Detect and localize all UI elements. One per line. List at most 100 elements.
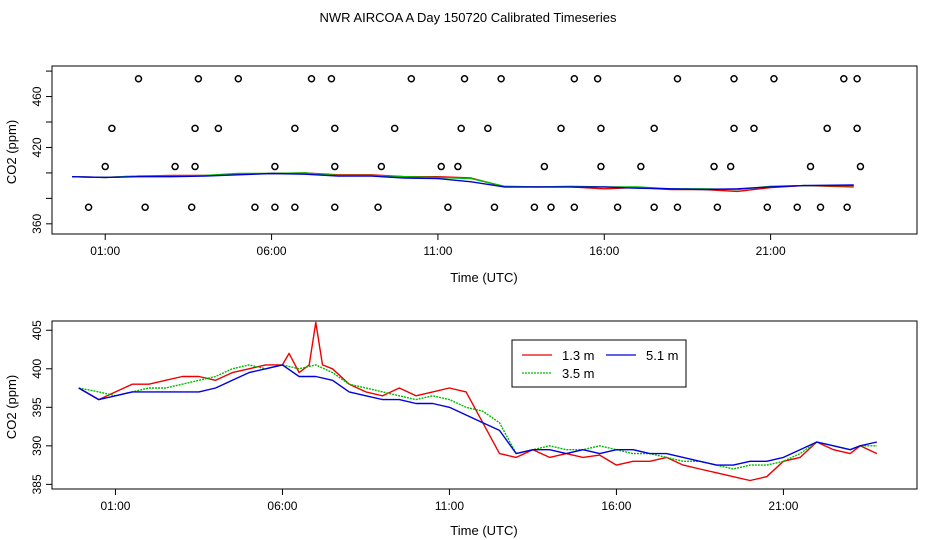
flag-point bbox=[637, 162, 645, 171]
top-series-lines bbox=[71, 172, 854, 193]
flag-point bbox=[271, 203, 279, 212]
top-x-tick-label: 06:00 bbox=[257, 244, 287, 258]
flag-point bbox=[454, 162, 462, 171]
flag-point bbox=[570, 74, 579, 83]
bottom-x-axis-label: Time (UTC) bbox=[450, 523, 517, 538]
flag-point bbox=[327, 74, 336, 83]
legend-label-5-1m: 5.1 m bbox=[646, 348, 679, 363]
top-flag-points bbox=[84, 74, 865, 212]
bottom-plot-frame bbox=[51, 320, 918, 490]
flag-point bbox=[194, 74, 203, 83]
flag-point bbox=[650, 124, 658, 133]
flag-point bbox=[856, 162, 865, 171]
bottom-x-tick-label: 06:00 bbox=[267, 499, 297, 513]
series-line-3-5-m bbox=[78, 364, 877, 470]
flag-point bbox=[750, 124, 758, 133]
bottom-y-axis-label: CO2 (ppm) bbox=[4, 375, 19, 439]
flag-point bbox=[191, 124, 199, 133]
flag-point bbox=[673, 74, 682, 83]
flag-point bbox=[713, 203, 722, 212]
flag-point bbox=[730, 74, 738, 83]
bottom-panel: 01:00 06:00 11:00 16:00 21:00 385 390 395 400 40… bbox=[4, 320, 918, 538]
flag-point bbox=[853, 74, 861, 83]
flag-point bbox=[557, 124, 565, 133]
flag-point bbox=[770, 74, 778, 83]
bottom-y-tick-label: 390 bbox=[30, 436, 44, 456]
flag-point bbox=[843, 203, 851, 212]
legend-box bbox=[511, 339, 687, 388]
bottom-y-tick-label: 400 bbox=[30, 358, 44, 378]
flag-point bbox=[806, 162, 815, 171]
bottom-x-tick-label: 16:00 bbox=[601, 499, 631, 513]
legend: 1.3 m 3.5 m 5.1 m bbox=[511, 339, 687, 388]
flag-point bbox=[570, 203, 579, 212]
flag-point bbox=[763, 203, 772, 212]
flag-point bbox=[251, 203, 259, 212]
legend-label-1-3m: 1.3 m bbox=[562, 348, 595, 363]
flag-point bbox=[484, 124, 492, 133]
flag-point bbox=[101, 162, 109, 171]
bottom-y-axis: 385 390 395 400 405 bbox=[30, 320, 52, 494]
series-line-1-3-m bbox=[78, 321, 878, 482]
figure-title: NWR AIRCOA A Day 150720 Calibrated Times… bbox=[320, 10, 617, 25]
flag-point bbox=[597, 162, 605, 171]
flag-point bbox=[457, 124, 465, 133]
flag-point bbox=[187, 203, 196, 212]
flag-point bbox=[597, 124, 605, 133]
top-y-tick-label: 460 bbox=[30, 86, 44, 106]
series-line-5-1-m bbox=[71, 172, 854, 191]
flag-point bbox=[530, 203, 539, 212]
flag-point bbox=[540, 162, 549, 171]
bottom-x-tick-label: 01:00 bbox=[100, 499, 130, 513]
bottom-y-tick-label: 385 bbox=[30, 474, 44, 494]
flag-point bbox=[331, 162, 339, 171]
flag-point bbox=[840, 74, 848, 83]
flag-point bbox=[171, 162, 179, 171]
flag-point bbox=[271, 162, 279, 171]
bottom-y-tick-label: 405 bbox=[30, 320, 44, 340]
flag-point bbox=[650, 203, 658, 212]
top-panel: 01:00 06:00 11:00 16:00 21:00 360 420 460 Time… bbox=[4, 65, 918, 285]
flag-point bbox=[613, 203, 622, 212]
top-y-tick-label: 420 bbox=[30, 137, 44, 157]
flag-point bbox=[307, 74, 316, 83]
legend-label-3-5m: 3.5 m bbox=[562, 366, 595, 381]
flag-point bbox=[374, 203, 382, 212]
flag-point bbox=[291, 124, 299, 133]
flag-point bbox=[793, 203, 801, 212]
flag-point bbox=[816, 203, 825, 212]
flag-point bbox=[108, 124, 116, 133]
flag-point bbox=[460, 74, 469, 83]
flag-point bbox=[141, 203, 149, 212]
top-y-axis: 360 420 460 bbox=[30, 70, 52, 234]
top-x-axis: 01:00 06:00 11:00 16:00 21:00 bbox=[90, 234, 786, 258]
top-y-axis-label: CO2 (ppm) bbox=[4, 120, 19, 184]
bottom-x-axis: 01:00 06:00 11:00 16:00 21:00 bbox=[100, 489, 799, 513]
top-x-tick-label: 16:00 bbox=[589, 244, 619, 258]
flag-point bbox=[823, 124, 831, 133]
flag-point bbox=[593, 74, 602, 83]
flag-point bbox=[497, 74, 505, 83]
flag-point bbox=[390, 124, 399, 133]
flag-point bbox=[437, 162, 445, 171]
top-y-tick-label: 360 bbox=[30, 213, 44, 233]
flag-point bbox=[331, 203, 339, 212]
flag-point bbox=[710, 162, 718, 171]
flag-point bbox=[444, 203, 452, 212]
top-x-tick-label: 21:00 bbox=[756, 244, 786, 258]
flag-point bbox=[377, 162, 386, 171]
flag-point bbox=[853, 124, 861, 133]
flag-point bbox=[547, 203, 555, 212]
flag-point bbox=[134, 74, 143, 83]
flag-point bbox=[726, 162, 735, 171]
bottom-x-tick-label: 21:00 bbox=[768, 499, 798, 513]
top-plot-frame bbox=[51, 65, 918, 235]
bottom-series-lines bbox=[78, 321, 878, 482]
top-x-tick-label: 11:00 bbox=[423, 244, 452, 258]
flag-point bbox=[291, 203, 299, 212]
flag-point bbox=[191, 162, 199, 171]
bottom-x-tick-label: 11:00 bbox=[435, 499, 464, 513]
flag-point bbox=[490, 203, 499, 212]
flag-point bbox=[214, 124, 223, 133]
